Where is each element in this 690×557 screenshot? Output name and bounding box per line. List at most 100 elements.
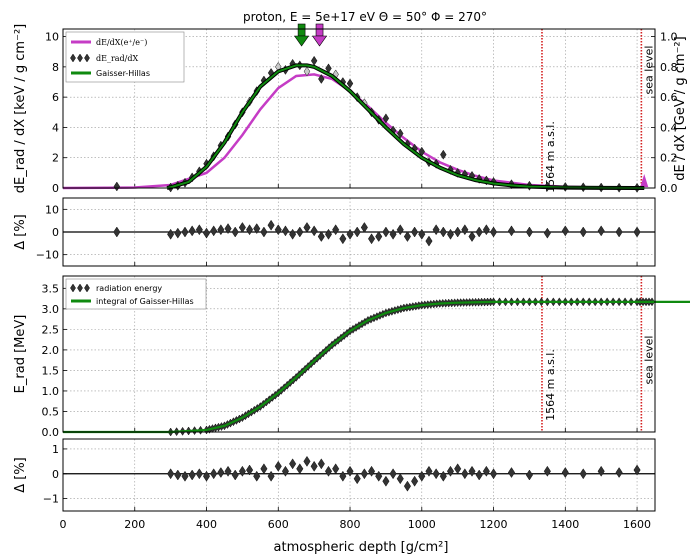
legend-label-gaisser-hillas: Gaisser-Hillas	[96, 69, 150, 78]
residual-point	[425, 465, 433, 477]
legend-swatch-diamond	[84, 53, 90, 63]
panel-cumulative: 0.0 0.5 1.0 1.5 2.0 2.5 3.0 3.5 1564 m a.s.l. sea…	[13, 275, 690, 439]
residual-point	[274, 224, 282, 236]
residual-point	[353, 473, 361, 485]
y-axis-label-right: dE / dX [GeV / g cm⁻²]	[673, 36, 688, 180]
residual-point	[360, 468, 368, 480]
y-right-tick-label: 0.8	[660, 61, 678, 74]
residual-point	[267, 219, 275, 231]
panel-frame	[62, 275, 656, 433]
y-tick-label: −1	[43, 493, 59, 506]
y-right-tick-label: 1.0	[660, 31, 678, 44]
residual-point	[396, 224, 404, 236]
y-tick-label: 3.5	[42, 282, 60, 295]
residual-point	[461, 224, 469, 236]
residual-point	[615, 467, 623, 478]
y-tick-label: 0	[52, 226, 59, 239]
legend-swatch-diamond	[77, 53, 83, 63]
data-point-dErad	[382, 113, 390, 124]
residual-point	[382, 475, 390, 487]
residual-point	[418, 470, 426, 482]
legend-label-integral: integral of Gaisser-Hillas	[96, 297, 194, 306]
residual-point	[446, 228, 455, 240]
residual-point	[375, 470, 383, 482]
residual-point	[368, 465, 376, 477]
residual-point	[468, 465, 476, 477]
y-tick-label: 0	[52, 182, 59, 195]
legend-label-electrons: dE/dX(e⁺/e⁻)	[96, 38, 147, 47]
y-tick-label: 2.0	[42, 344, 60, 357]
residual-point	[238, 465, 246, 477]
y-tick-label: 1	[52, 443, 59, 456]
residual-point	[260, 463, 268, 475]
residual-point	[210, 468, 218, 480]
residual-point	[310, 225, 318, 237]
residual-point	[475, 469, 483, 481]
residual-point	[339, 233, 347, 245]
residual-point	[579, 468, 587, 480]
residual-point	[561, 467, 569, 478]
sea-level-label: sea level	[642, 46, 655, 95]
residual-point	[181, 470, 189, 482]
sea-level-label: sea level	[642, 336, 655, 385]
residual-point	[482, 465, 490, 477]
residual-point	[389, 468, 397, 480]
residual-point	[543, 465, 551, 477]
site-altitude-label: 1564 m a.s.l.	[544, 121, 557, 193]
residual-point	[217, 224, 225, 236]
residual-point	[224, 223, 232, 235]
residual-point	[332, 224, 340, 236]
residual-point	[303, 222, 311, 233]
residual-point	[597, 465, 605, 477]
residual-point	[289, 228, 297, 240]
residual-point	[310, 460, 318, 472]
y-tick-label: 4	[52, 121, 59, 134]
residual-point	[324, 465, 333, 477]
residual-point	[633, 464, 641, 476]
residual-point	[561, 225, 569, 237]
residual-point	[217, 467, 225, 478]
residual-point	[461, 468, 469, 480]
residual-point	[411, 475, 419, 487]
legend: radiation energy integral of Gaisser-Hill…	[65, 278, 207, 310]
residual-point	[296, 463, 304, 475]
data-point-dErad	[346, 78, 354, 89]
residual-point	[360, 222, 368, 233]
y-tick-label: 8	[52, 61, 59, 74]
residual-point	[281, 225, 289, 237]
y-tick-label: 0.0	[42, 426, 60, 439]
residual-point	[597, 225, 605, 237]
panel-dEdX: 0 2 4 6 8 10 0.0 0.2 0.4 0.6 0.8 1.0 1564 m a.s.l. se…	[13, 23, 688, 195]
data-point-dErad	[310, 55, 318, 66]
residual-point	[303, 455, 311, 467]
residual-point	[267, 470, 275, 482]
xmax-arrow-head	[294, 35, 310, 47]
residual-point	[382, 226, 390, 238]
series-line-gaisser-hillas	[166, 64, 645, 189]
residual-point	[368, 233, 376, 245]
residual-point	[281, 465, 289, 477]
y-right-tick-label: 0.4	[660, 121, 678, 134]
residual-point	[432, 224, 440, 236]
residual-point	[403, 480, 411, 492]
y-tick-label: 1.5	[42, 364, 60, 377]
residual-point	[346, 228, 354, 240]
y-tick-label: −10	[36, 249, 59, 262]
residual-point	[482, 224, 490, 236]
y-tick-label: 10	[45, 31, 59, 44]
y-tick-label: 2	[52, 152, 59, 165]
residual-point	[246, 224, 254, 236]
residual-point	[202, 470, 211, 482]
residual-point	[525, 226, 533, 238]
y-axis-label-energy: E_rad [MeV]	[13, 315, 28, 394]
residual-point	[454, 463, 462, 475]
residual-point	[174, 227, 182, 239]
residual-point	[167, 468, 175, 480]
residual-point	[231, 226, 239, 238]
residual-point	[195, 224, 203, 236]
residual-point	[432, 468, 440, 480]
residual-point	[525, 469, 533, 481]
x-tick-label: 1000	[408, 518, 436, 531]
residual-point	[113, 226, 121, 238]
site-altitude-label: 1564 m a.s.l.	[544, 349, 557, 421]
